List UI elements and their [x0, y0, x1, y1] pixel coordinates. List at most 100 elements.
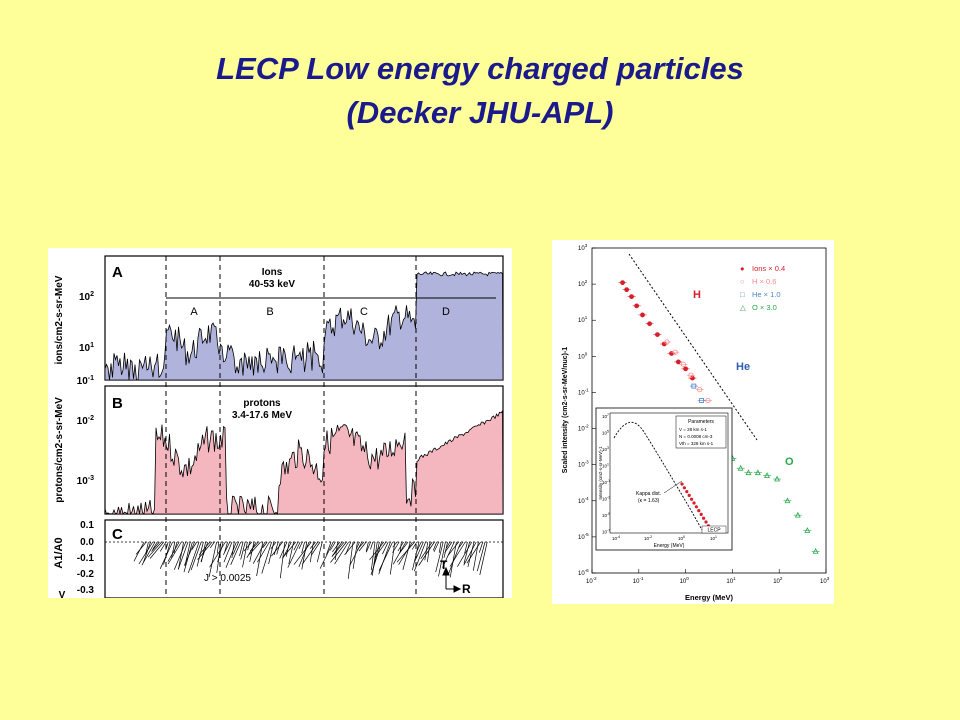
- panel-a-tick-label: 102: [79, 291, 94, 303]
- anisotropy-vector: [232, 541, 239, 555]
- data-point: [661, 341, 667, 347]
- y-tick-exp: -3: [585, 460, 589, 465]
- legend-symbol: △: [740, 303, 747, 312]
- inset-xlabel: Energy (MeV): [654, 543, 685, 549]
- data-point: [690, 375, 695, 381]
- anisotropy-vector: [217, 541, 224, 563]
- data-point: [664, 339, 670, 345]
- anisotropy-vector: [138, 541, 154, 565]
- x-tick-label: 103: [820, 576, 830, 585]
- anisotropy-vector: [249, 541, 261, 555]
- x-tick-exp: 2: [780, 576, 783, 581]
- anisotropy-vector: [432, 541, 437, 551]
- data-point: [804, 527, 811, 533]
- data-point: [784, 497, 791, 504]
- anisotropy-vector: [167, 541, 180, 562]
- anisotropy-vector: [309, 541, 316, 549]
- anisotropy-vector: [223, 541, 233, 563]
- anisotropy-vector: [298, 541, 310, 568]
- anisotropy-vector: [389, 541, 396, 575]
- lecp-box: [701, 525, 727, 534]
- anisotropy-vector: [196, 541, 204, 567]
- region-boundaries: [165, 256, 417, 598]
- inset-data-point: [694, 505, 698, 509]
- anisotropy-vector: [293, 541, 312, 565]
- y-tick-exp: -2: [585, 424, 589, 429]
- data-point: [675, 359, 681, 365]
- inset-data-point: [699, 512, 703, 516]
- data-point: [794, 511, 801, 518]
- anisotropy-vector: [447, 541, 459, 556]
- panel-b-label-1: protons: [243, 398, 281, 409]
- anisotropy-vector: [276, 541, 281, 555]
- anisotropy-vector: [349, 541, 363, 566]
- inset-points: [680, 482, 710, 528]
- data-point: [691, 383, 697, 389]
- x-tick-exp: -2: [593, 576, 597, 581]
- anisotropy-vector: [438, 541, 442, 553]
- anisotropy-vector: [365, 541, 369, 552]
- anisotropy-vector: [282, 541, 297, 559]
- y-tick-exp: 0: [585, 351, 588, 356]
- anisotropy-vector: [159, 541, 167, 552]
- anisotropy-vector: [457, 541, 473, 567]
- anisotropy-vector: [173, 541, 178, 554]
- anisotropy-vector: [365, 541, 371, 553]
- annotation-o: O: [785, 456, 794, 468]
- panel-c-letter: C: [112, 526, 123, 543]
- inset-ylabel: Intensity (cm2-s-sr-MeV)-1: [598, 446, 603, 500]
- anisotropy-vector: [369, 541, 385, 561]
- anisotropy-vector: [326, 541, 332, 555]
- energy-spectrum-figure: 103 102 101 100 10-1 10-2 10-3 10-4 10-5 10-6 10-2…: [552, 240, 834, 604]
- anisotropy-vector: [435, 541, 444, 573]
- slide-subtitle: (Decker JHU-APL): [346, 95, 614, 130]
- anisotropy-vector: [135, 541, 147, 555]
- y-tick-label: 10-5: [578, 532, 589, 541]
- legend-ions: Ions × 0.4: [752, 264, 785, 273]
- anisotropy-vector: [301, 541, 308, 570]
- legend: ● Ions × 0.4 ○ H × 0.6 □ He × 1.0 △ O × …: [740, 264, 785, 312]
- anisotropy-vector: [464, 541, 468, 554]
- panel-a: A Ions 40-53 keV ions/cm2-s-sr-MeV 102 1…: [54, 255, 504, 387]
- inset-x-tick-label: 10-2: [644, 535, 652, 541]
- inset-y-tick-exp: 5: [607, 430, 609, 434]
- anisotropy-vector: [448, 541, 462, 574]
- anisotropy-vector: [268, 541, 275, 565]
- x-tick-label: 10-1: [633, 576, 644, 585]
- data-point: [640, 312, 645, 318]
- kappa-label-1: Kappa dist.: [636, 491, 661, 497]
- panel-c-tick: 0.0: [80, 537, 94, 548]
- anisotropy-vector: [371, 541, 378, 576]
- legend-he: He × 1.0: [752, 290, 781, 299]
- inset-data-point: [685, 490, 689, 494]
- inset-y-tick-exp: -3: [607, 496, 610, 500]
- axis-r-label: R: [462, 582, 471, 596]
- anisotropy-vector: [476, 541, 486, 572]
- anisotropy-vector: [356, 541, 360, 549]
- inset-y-tick-label: 107: [602, 413, 609, 419]
- anisotropy-vector: [330, 541, 347, 563]
- kappa-curve: [613, 422, 703, 531]
- anisotropy-vector: [279, 541, 286, 579]
- anisotropy-vector: [183, 541, 195, 566]
- inset-data-point: [682, 486, 686, 490]
- anisotropy-vector: [273, 541, 279, 556]
- y-tick-exp: -5: [585, 532, 589, 537]
- inset-data-point: [702, 516, 706, 520]
- inset-x-tick-label: 100: [678, 535, 685, 541]
- anisotropy-vector: [370, 541, 376, 571]
- data-point: [764, 472, 771, 478]
- anisotropy-vector: [239, 541, 244, 556]
- anisotropy-vector: [298, 541, 303, 549]
- anisotropy-vector: [171, 541, 176, 558]
- panel-c-tick: -0.3: [77, 585, 95, 596]
- y-tick-label: 10-1: [578, 387, 589, 396]
- anisotropy-vector: [418, 541, 435, 566]
- inset-y-tick-exp: 3: [607, 446, 609, 450]
- inset-x-tick-exp: -4: [617, 535, 620, 539]
- data-point: [774, 475, 781, 482]
- y-tick-label: 10-6: [578, 568, 589, 577]
- inset-y-tick-exp: -7: [607, 529, 610, 533]
- anisotropy-vector: [261, 541, 272, 574]
